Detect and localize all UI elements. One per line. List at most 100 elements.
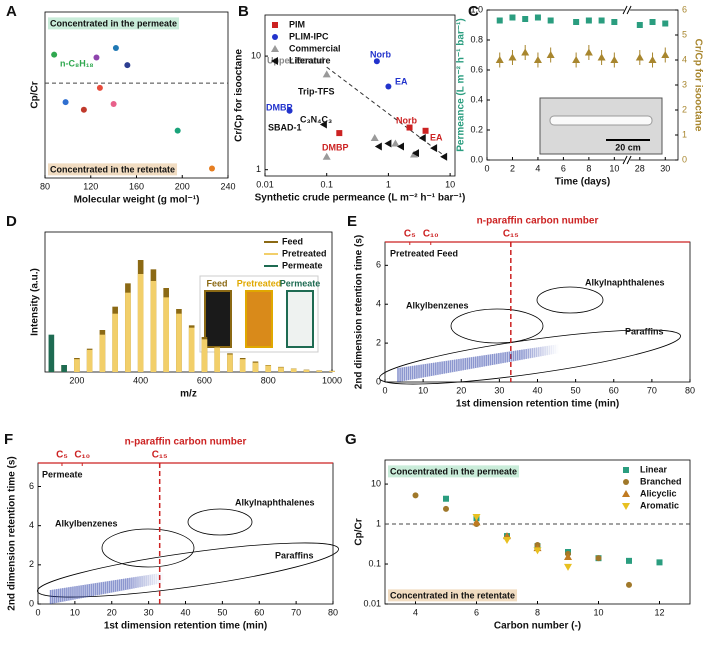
trend-label: Upper Bound (267, 55, 324, 65)
signal-trace (139, 576, 141, 588)
annotation: Alkylbenzenes (406, 300, 469, 310)
x-tick-label: 28 (635, 163, 645, 173)
panel-letter: A (6, 3, 17, 20)
x-tick-label: 60 (254, 607, 264, 617)
marker (598, 17, 605, 24)
x-tick-label: 0 (35, 607, 40, 617)
signal-trace (430, 363, 433, 376)
signal-trace (118, 579, 121, 592)
y-tick-label: 10 (371, 478, 381, 488)
marker (626, 557, 632, 564)
signal-trace (519, 349, 521, 361)
y-tick-label: 0.0 (470, 154, 483, 164)
x-tick-label: 160 (129, 181, 144, 191)
x-tick-label: 10 (593, 607, 603, 617)
legend-label: Branched (640, 476, 682, 486)
signal-trace (521, 349, 523, 360)
marker (533, 547, 542, 555)
y-tick-label: 1 (376, 518, 381, 528)
x-tick-label: 80 (328, 607, 338, 617)
signal-trace (145, 575, 147, 587)
signal-trace (525, 349, 527, 359)
marker (636, 22, 643, 28)
peak (188, 327, 195, 372)
marker (522, 16, 529, 22)
x-tick-label: 12 (654, 607, 664, 617)
signal-trace (92, 583, 95, 597)
x-tick-label: 1 (386, 179, 391, 189)
marker (508, 53, 517, 61)
peak (214, 347, 221, 372)
y2-tick-label: 5 (682, 29, 687, 39)
marker (322, 70, 331, 78)
signal-trace (428, 363, 431, 377)
marker (174, 127, 181, 134)
annotation: DMBP (322, 142, 349, 152)
annotation: Norb (370, 49, 391, 59)
panel-letter: B (238, 3, 249, 20)
annotation: Trip-TFS (298, 86, 335, 96)
x-tick-label: 120 (83, 181, 98, 191)
y2-tick-label: 6 (682, 4, 687, 14)
peak (99, 334, 106, 372)
marker (584, 48, 593, 56)
signal-trace (401, 367, 404, 382)
annotation-box (48, 163, 178, 176)
x-label: Carbon number (-) (494, 621, 581, 632)
legend-label: Linear (640, 464, 668, 474)
signal-trace (447, 360, 450, 373)
marker (623, 479, 629, 485)
y-tick-label: 4 (29, 520, 34, 530)
signal-trace (550, 345, 553, 355)
signal-trace (470, 357, 473, 369)
x-tick-label: 0.01 (256, 179, 274, 189)
x-label: m/z (180, 389, 197, 400)
signal-trace (544, 346, 546, 356)
y-label: 2nd dimension retention time (s) (7, 456, 18, 610)
annotation: Concentrated in the permeate (50, 18, 177, 28)
marker (595, 555, 602, 562)
photo (539, 97, 663, 155)
legend-label: Literature (289, 55, 331, 65)
signal-trace (542, 346, 544, 356)
y-tick-label: 0.1 (368, 558, 381, 568)
marker (443, 495, 449, 502)
x-tick-label: 60 (609, 385, 619, 395)
legend-label: Feed (282, 236, 303, 246)
x-tick-label: 4 (535, 163, 540, 173)
marker (533, 56, 542, 63)
x-label: Molecular weight (g mol⁻¹) (74, 195, 200, 206)
marker (564, 552, 572, 560)
signal-trace (131, 577, 133, 589)
jar (204, 290, 232, 348)
marker (509, 14, 516, 21)
x-tick-label: 8 (535, 607, 540, 617)
signal-trace (485, 354, 488, 367)
x-tick-label: 80 (40, 181, 50, 191)
peak (112, 313, 118, 372)
x-label: Synthetic crude permeance (L m⁻² h⁻¹ bar… (255, 193, 466, 204)
marker (385, 83, 392, 90)
marker (406, 124, 413, 131)
marker (112, 45, 119, 52)
marker (611, 19, 618, 25)
plot-frame (384, 241, 691, 383)
marker (472, 518, 481, 526)
marker (51, 51, 58, 58)
marker (271, 57, 278, 65)
legend-label: Pretreated (282, 248, 327, 258)
peak (137, 274, 144, 372)
x-tick-label: 600 (197, 375, 212, 385)
annotation: Alkylnaphthalenes (235, 497, 315, 507)
signal-trace (110, 580, 113, 593)
x-tick-label: 10 (70, 607, 80, 617)
x-tick-label: 30 (660, 163, 670, 173)
x-tick-label: 6 (474, 607, 479, 617)
legend-label: Alicyclic (640, 488, 677, 498)
annotation: SBAD-1 (268, 122, 302, 132)
signal-trace (554, 344, 557, 354)
y-tick-label: 4 (376, 299, 381, 309)
signal-trace (462, 358, 464, 371)
x-tick-label: 50 (571, 385, 581, 395)
x-tick-label: 10 (445, 179, 455, 189)
